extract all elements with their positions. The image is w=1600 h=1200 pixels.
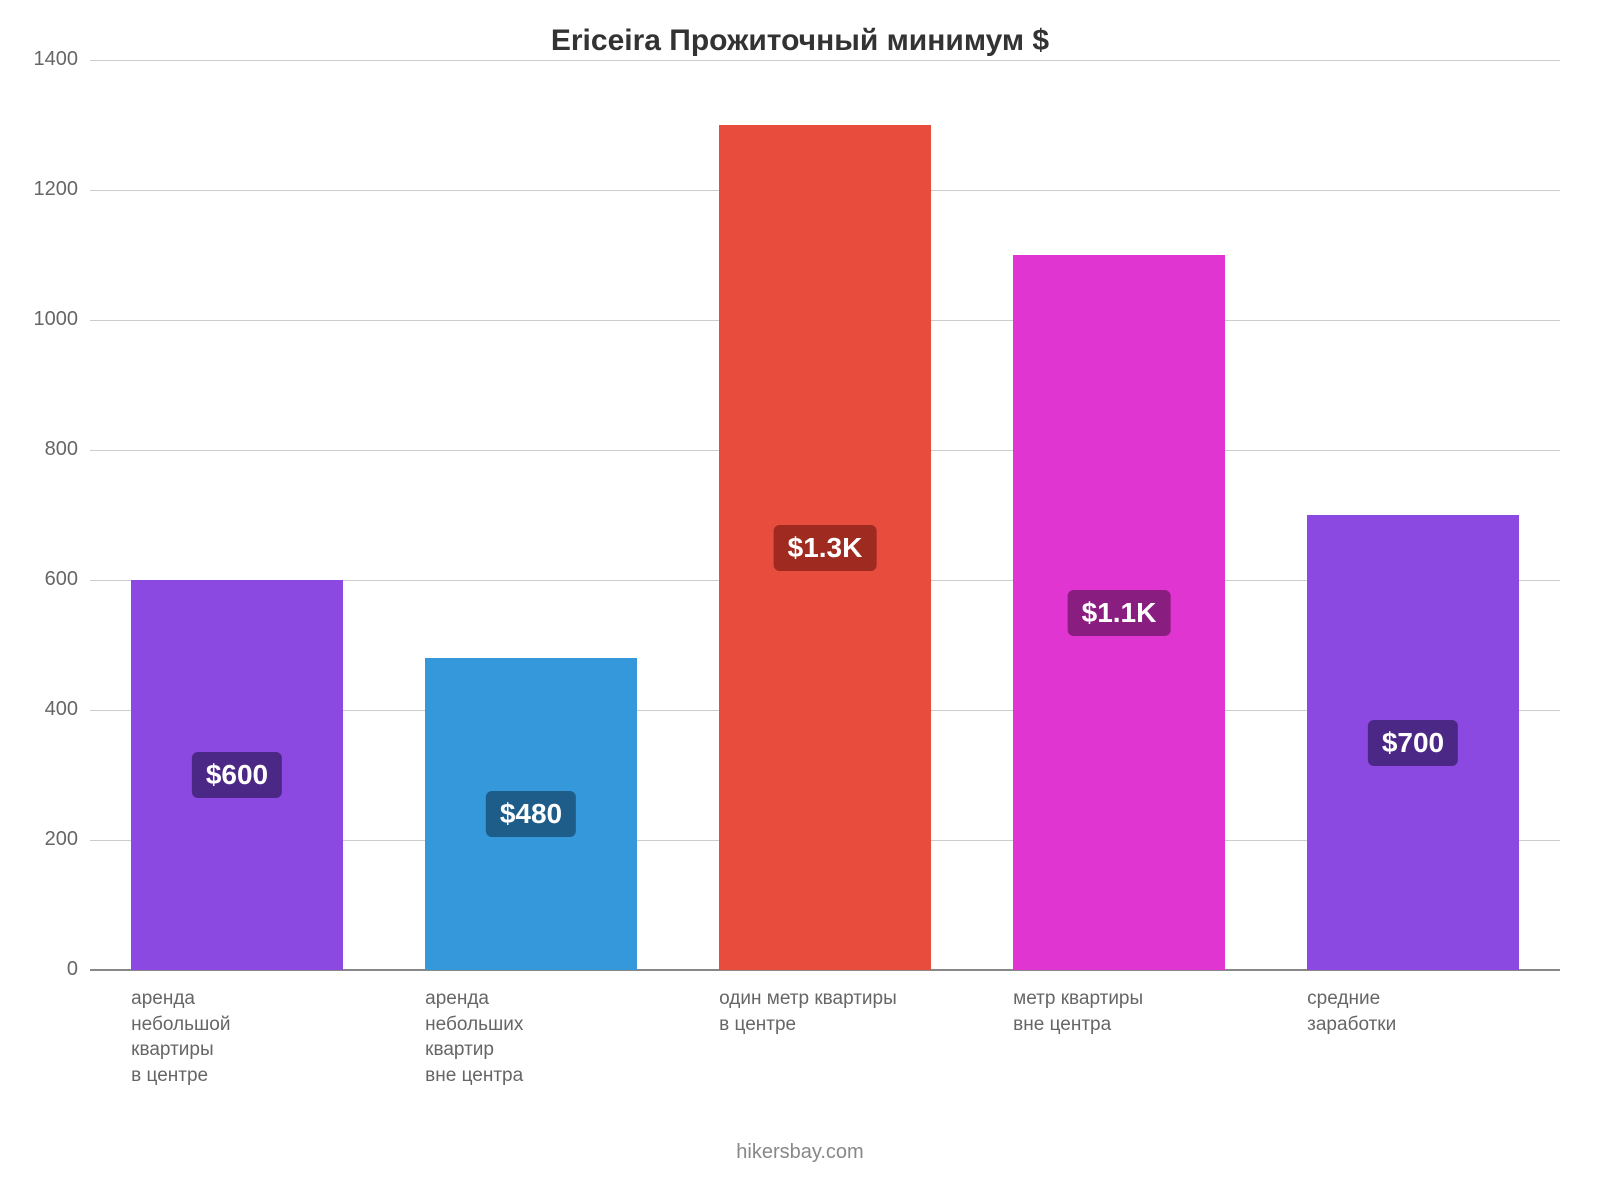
ytick-label: 800 <box>8 438 78 461</box>
value-badge: $480 <box>486 791 576 837</box>
chart-source: hikersbay.com <box>0 1141 1600 1164</box>
xtick-label: средниезаработки <box>1307 986 1519 1037</box>
plot-area: 0200400600800100012001400$600аренданебол… <box>90 60 1560 970</box>
ytick-label: 200 <box>8 828 78 851</box>
ytick-label: 1200 <box>8 178 78 201</box>
value-badge: $1.1K <box>1068 590 1171 636</box>
bar: $700 <box>1307 515 1519 970</box>
bar: $1.1K <box>1013 255 1225 970</box>
chart-title: Ericeira Прожиточный минимум $ <box>0 24 1600 58</box>
ytick-label: 400 <box>8 698 78 721</box>
xtick-label: аренданебольшихквартирвне центра <box>425 986 637 1089</box>
value-badge: $1.3K <box>774 525 877 571</box>
bar: $600 <box>131 580 343 970</box>
ytick-label: 600 <box>8 568 78 591</box>
xtick-label: аренданебольшойквартирыв центре <box>131 986 343 1089</box>
ytick-label: 1000 <box>8 308 78 331</box>
ytick-label: 0 <box>8 958 78 981</box>
bar: $1.3K <box>719 125 931 970</box>
value-badge: $600 <box>192 752 282 798</box>
bar: $480 <box>425 658 637 970</box>
ytick-label: 1400 <box>8 48 78 71</box>
xtick-label: метр квартирывне центра <box>1013 986 1225 1037</box>
gridline <box>90 60 1560 61</box>
value-badge: $700 <box>1368 720 1458 766</box>
xtick-label: один метр квартирыв центре <box>719 986 931 1037</box>
cost-of-living-chart: Ericeira Прожиточный минимум $ 020040060… <box>0 0 1600 1200</box>
